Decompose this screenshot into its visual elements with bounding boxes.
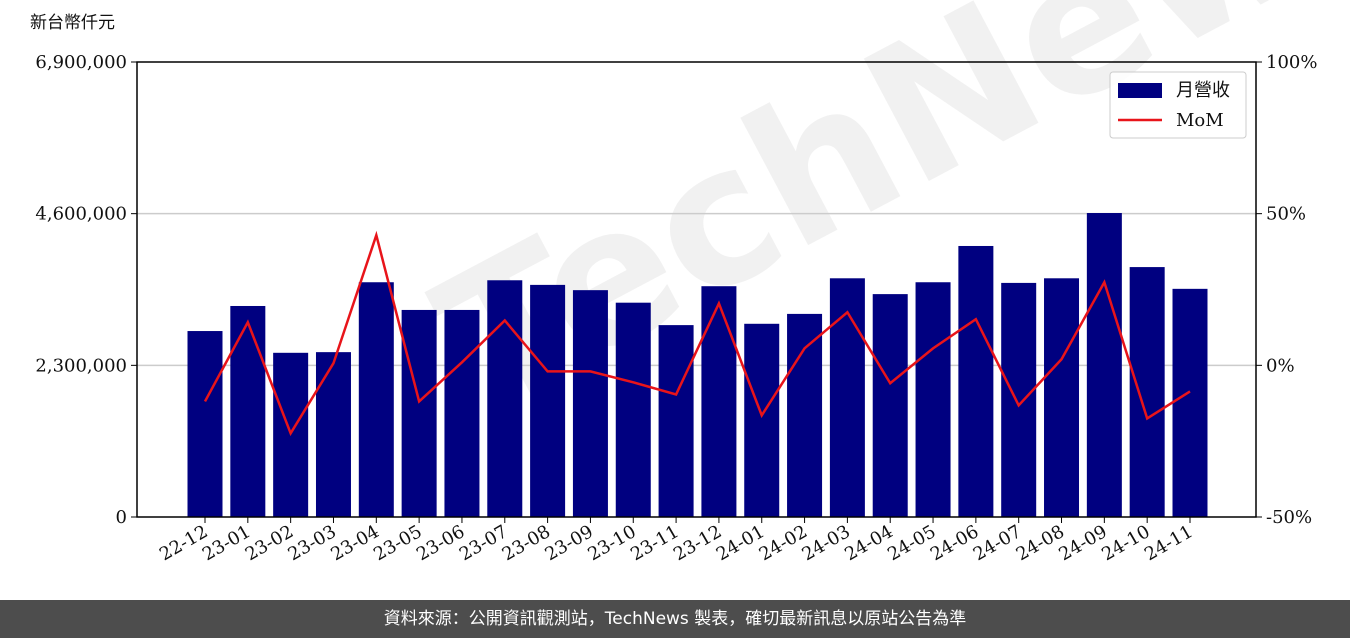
x-tick-label: 23-10: [584, 521, 639, 565]
x-tick-label: 24-11: [1141, 521, 1196, 565]
y2-tick-label: 100%: [1266, 52, 1317, 73]
x-tick-label: 24-09: [1055, 521, 1110, 565]
x-tick-label: 24-08: [1013, 521, 1068, 565]
x-tick-label: 23-12: [670, 521, 725, 565]
x-tick-label: 23-01: [199, 521, 254, 565]
y-tick-label: 2,300,000: [35, 355, 127, 376]
x-tick-label: 24-10: [1098, 521, 1153, 565]
bar: [358, 282, 394, 517]
bar: [787, 313, 823, 517]
bar: [829, 278, 865, 517]
chart: TechNews 新台幣仟元 02,300,0004,600,0006,900,…: [30, 0, 1350, 565]
x-tick-label: 23-07: [456, 521, 511, 565]
bar: [1001, 282, 1037, 517]
x-tick-label: 23-09: [541, 521, 596, 565]
bar: [401, 309, 437, 517]
y-axis-title: 新台幣仟元: [30, 13, 115, 33]
bar: [230, 305, 266, 517]
x-tick-label: 24-03: [798, 521, 853, 565]
bar: [530, 284, 566, 517]
bar: [572, 290, 608, 517]
y2-tick-label: -50%: [1266, 507, 1312, 528]
bar: [615, 302, 651, 517]
bar: [315, 352, 351, 517]
y-tick-label: 0: [116, 507, 127, 528]
bar: [487, 280, 523, 517]
legend-label: 月營收: [1176, 80, 1230, 101]
x-tick-label: 23-08: [499, 521, 554, 565]
bar: [658, 325, 694, 517]
legend-swatch: [1118, 83, 1162, 98]
x-tick-label: 24-07: [970, 521, 1025, 565]
x-tick-label: 23-04: [327, 521, 382, 565]
y2-tick-label: 50%: [1266, 204, 1306, 225]
bar: [444, 309, 480, 517]
bar: [958, 245, 994, 517]
bar: [1086, 213, 1122, 517]
legend: 月營收 MoM: [1109, 71, 1247, 139]
plot-frame: [136, 61, 1257, 518]
y-tick-label: 6,900,000: [35, 52, 127, 73]
x-tick-label: 24-04: [841, 521, 896, 565]
bar: [872, 294, 908, 517]
bar: [701, 286, 737, 517]
x-tick-label: 22-12: [156, 521, 211, 565]
y2-tick-label: 0%: [1266, 355, 1295, 376]
x-tick-label: 23-03: [285, 521, 340, 565]
x-tick-label: 24-06: [927, 521, 982, 565]
x-tick-label: 24-01: [713, 521, 768, 565]
footer: 資料來源：公開資訊觀測站，TechNews 製表，確切最新訊息以原站公告為準: [0, 600, 1350, 638]
legend-label: MoM: [1176, 110, 1224, 131]
x-tick-label: 24-05: [884, 521, 939, 565]
bar: [1172, 288, 1208, 517]
x-tick-label: 23-06: [413, 521, 468, 565]
bar: [1044, 278, 1080, 517]
bar: [1129, 267, 1165, 517]
y-tick-label: 4,600,000: [35, 204, 127, 225]
bar: [187, 331, 223, 517]
x-tick-label: 23-11: [627, 521, 682, 565]
x-tick-label: 23-05: [370, 521, 425, 565]
x-tick-label: 24-02: [756, 521, 811, 565]
bar: [744, 323, 780, 517]
line: [203, 230, 1191, 437]
x-tick-label: 23-02: [242, 521, 297, 565]
bar: [915, 282, 951, 517]
